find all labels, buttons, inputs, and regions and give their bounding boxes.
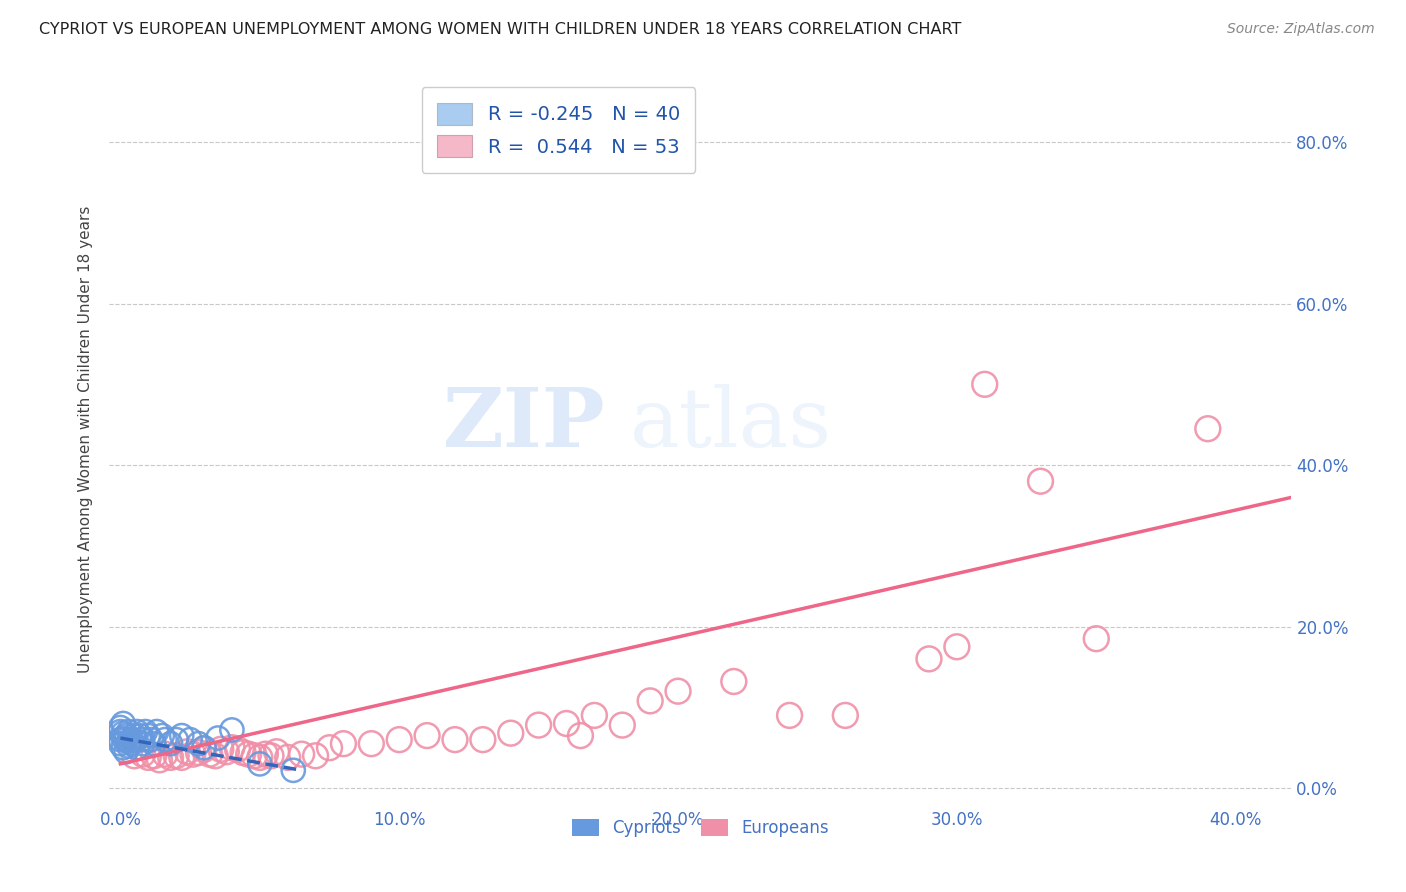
Point <box>115 732 138 747</box>
Point <box>142 748 165 763</box>
Point <box>249 756 271 771</box>
Point <box>179 732 201 747</box>
Point <box>207 731 229 745</box>
Point <box>266 745 288 759</box>
Point <box>193 742 215 756</box>
Point <box>153 732 176 747</box>
Point <box>1029 474 1052 488</box>
Point <box>215 745 238 759</box>
Point <box>110 724 132 739</box>
Point <box>148 753 170 767</box>
Point <box>946 640 969 654</box>
Text: atlas: atlas <box>630 384 831 465</box>
Point <box>204 748 226 763</box>
Point <box>129 729 152 743</box>
Point <box>112 731 135 745</box>
Point <box>145 724 167 739</box>
Point <box>170 750 193 764</box>
Point <box>124 748 146 763</box>
Point <box>249 750 271 764</box>
Point <box>318 740 340 755</box>
Point <box>834 708 856 723</box>
Point <box>583 708 606 723</box>
Point <box>569 729 592 743</box>
Point <box>127 740 149 755</box>
Point <box>283 764 305 778</box>
Point <box>277 750 299 764</box>
Point <box>181 747 204 761</box>
Point <box>779 708 801 723</box>
Point <box>159 750 181 764</box>
Point <box>187 737 209 751</box>
Point <box>254 747 277 761</box>
Point <box>221 723 243 737</box>
Point <box>159 737 181 751</box>
Text: ZIP: ZIP <box>443 384 606 465</box>
Point <box>416 729 439 743</box>
Point <box>612 718 634 732</box>
Point <box>209 742 232 756</box>
Text: Source: ZipAtlas.com: Source: ZipAtlas.com <box>1227 22 1375 37</box>
Point <box>118 734 141 748</box>
Point <box>221 740 243 755</box>
Point <box>238 747 260 761</box>
Point <box>918 652 941 666</box>
Point <box>110 721 132 735</box>
Point <box>121 737 143 751</box>
Point <box>193 740 215 755</box>
Point <box>124 729 146 743</box>
Point <box>187 746 209 760</box>
Point <box>115 729 138 743</box>
Point <box>260 748 283 763</box>
Point <box>360 737 382 751</box>
Point <box>121 732 143 747</box>
Point <box>112 716 135 731</box>
Point <box>112 740 135 755</box>
Point <box>115 745 138 759</box>
Point <box>118 739 141 753</box>
Point <box>638 694 661 708</box>
Point <box>131 732 153 747</box>
Point <box>499 726 522 740</box>
Point <box>198 747 221 761</box>
Y-axis label: Unemployment Among Women with Children Under 18 years: Unemployment Among Women with Children U… <box>79 205 93 673</box>
Point <box>165 732 187 747</box>
Point <box>136 729 159 743</box>
Point <box>232 746 254 760</box>
Point <box>555 716 578 731</box>
Point <box>131 737 153 751</box>
Point <box>112 726 135 740</box>
Point <box>142 737 165 751</box>
Point <box>136 750 159 764</box>
Point <box>124 732 146 747</box>
Point <box>1085 632 1108 646</box>
Point <box>110 737 132 751</box>
Point <box>170 729 193 743</box>
Point <box>165 748 187 763</box>
Point <box>226 742 249 756</box>
Point <box>471 732 494 747</box>
Point <box>127 724 149 739</box>
Point <box>131 747 153 761</box>
Point <box>150 729 173 743</box>
Point <box>153 747 176 761</box>
Point <box>139 732 162 747</box>
Legend: Cypriots, Europeans: Cypriots, Europeans <box>565 813 835 844</box>
Point <box>110 732 132 747</box>
Point <box>332 737 354 751</box>
Point <box>118 724 141 739</box>
Point <box>444 732 467 747</box>
Point <box>291 747 314 761</box>
Point <box>176 745 198 759</box>
Point <box>134 724 156 739</box>
Point <box>666 684 689 698</box>
Point <box>527 718 550 732</box>
Point <box>243 748 266 763</box>
Text: CYPRIOT VS EUROPEAN UNEMPLOYMENT AMONG WOMEN WITH CHILDREN UNDER 18 YEARS CORREL: CYPRIOT VS EUROPEAN UNEMPLOYMENT AMONG W… <box>39 22 962 37</box>
Point <box>723 674 745 689</box>
Point <box>973 377 995 392</box>
Point <box>1197 422 1219 436</box>
Point <box>304 748 326 763</box>
Point <box>388 732 411 747</box>
